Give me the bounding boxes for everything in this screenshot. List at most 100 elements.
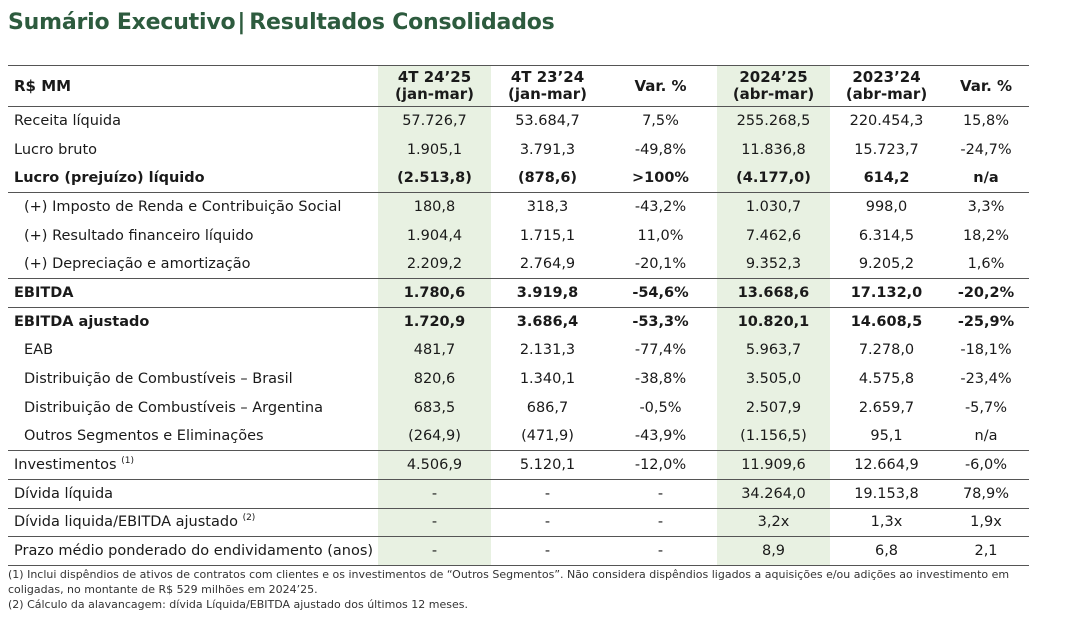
cell-4t2425: - — [378, 508, 491, 537]
header-col-4t2425-line1: 4T 24’25 — [397, 68, 472, 86]
cell-202425: 13.668,6 — [717, 278, 830, 308]
row-label: EBITDA — [8, 279, 378, 308]
cell-4t2324: 318,3 — [526, 199, 569, 216]
table-row: Distribuição de Combustíveis – Argentina… — [8, 393, 1029, 423]
cell-202425: 8,9 — [717, 536, 830, 566]
cell-var-year: -25,9% — [957, 313, 1015, 330]
row-label: Distribuição de Combustíveis – Brasil — [8, 365, 378, 394]
cell-202425: 255.268,5 — [717, 106, 830, 136]
cell-4t2324: - — [544, 514, 551, 531]
cell-202425: 9.352,3 — [717, 249, 830, 279]
cell-4t2425: 1.780,6 — [378, 278, 491, 308]
cell-202425: (4.177,0) — [717, 163, 830, 193]
row-label: EBITDA ajustado — [8, 307, 378, 336]
cell-4t2324: 1.340,1 — [519, 371, 576, 388]
row-label-text: Receita líquida — [14, 113, 122, 130]
cell-4t2425: 1.904,4 — [378, 221, 491, 250]
cell-202324: 7.278,0 — [858, 342, 915, 359]
cell-4t2425: (2.513,8) — [378, 163, 491, 193]
table-row: Lucro (prejuízo) líquido (2.513,8) (878,6)… — [8, 163, 1029, 193]
row-label: EAB — [8, 336, 378, 365]
cell-202324: 95,1 — [870, 428, 903, 445]
cell-202324: 2.659,7 — [858, 399, 915, 416]
cell-var-year: -18,1% — [960, 342, 1012, 359]
cell-4t2425: 57.726,7 — [378, 106, 491, 136]
row-label-text: Dívida liquida/EBITDA ajustado — [14, 514, 238, 531]
header-col-4t2324-line1: 4T 23’24 — [510, 68, 585, 86]
row-label-text: EAB — [24, 342, 54, 359]
row-label: (+) Imposto de Renda e Contribuição Soci… — [8, 193, 378, 222]
cell-var-year: -5,7% — [964, 399, 1008, 416]
header-col-4t2324: 4T 23’24 (jan-mar) — [491, 66, 604, 107]
row-label: Investimentos (1) — [8, 451, 378, 480]
cell-var-quarter: 11,0% — [637, 227, 684, 244]
cell-4t2324: 1.715,1 — [519, 227, 576, 244]
row-label-text: (+) Imposto de Renda e Contribuição Soci… — [24, 199, 342, 216]
header-col-4t2425: 4T 24’25 (jan-mar) — [378, 65, 491, 107]
cell-var-year: 18,2% — [962, 227, 1010, 244]
cell-202425: 10.820,1 — [717, 307, 830, 336]
row-label: Dívida líquida — [8, 479, 378, 508]
header-col-var-quarter: Var. % — [634, 76, 687, 95]
cell-202324: 19.153,8 — [854, 485, 919, 502]
cell-4t2324: 3.919,8 — [516, 284, 579, 301]
cell-4t2324: 686,7 — [526, 399, 569, 416]
header-label: R$ MM — [14, 76, 72, 95]
cell-4t2425: 2.209,2 — [378, 249, 491, 279]
cell-var-year: -23,4% — [960, 371, 1012, 388]
cell-4t2324: 2.764,9 — [519, 256, 576, 273]
cell-202324: 220.454,3 — [849, 113, 924, 130]
table-row: EAB 481,7 2.131,3 -77,4% 5.963,7 7.278,0 -18,1… — [8, 336, 1029, 365]
cell-202324: 998,0 — [865, 199, 908, 216]
title-separator: | — [237, 10, 246, 35]
row-label: Lucro (prejuízo) líquido — [8, 164, 378, 193]
table-row: Investimentos (1) 4.506,9 5.120,1 -12,0% 11.… — [8, 450, 1029, 480]
table-row: Prazo médio ponderado do endividamento (… — [8, 536, 1029, 566]
title-part1: Sumário Executivo — [8, 10, 236, 35]
cell-4t2324: (878,6) — [517, 169, 578, 186]
cell-4t2324: - — [544, 543, 551, 560]
header-col-202425-line2: (abr-mar) — [732, 85, 815, 103]
cell-var-year: 1,9x — [970, 514, 1002, 531]
cell-var-quarter: -77,4% — [634, 342, 687, 359]
cell-var-year: 1,6% — [967, 256, 1005, 273]
cell-4t2324: 53.684,7 — [515, 113, 580, 130]
header-col-202425: 2024’25 (abr-mar) — [717, 65, 830, 107]
cell-202324: 4.575,8 — [858, 371, 915, 388]
row-label: Receita líquida — [8, 107, 378, 136]
table-header-row: R$ MM 4T 24’25 (jan-mar) 4T 23’24 (jan-mar… — [8, 65, 1029, 107]
table-row: Dívida liquida/EBITDA ajustado (2) - - -3,2… — [8, 508, 1029, 537]
cell-202425: 1.030,7 — [717, 192, 830, 222]
cell-202425: 11.909,6 — [717, 450, 830, 480]
cell-202425: 3.505,0 — [717, 364, 830, 394]
cell-var-quarter: -43,2% — [634, 199, 687, 216]
cell-var-quarter: -54,6% — [632, 284, 689, 301]
footnote-ref: (2) — [242, 513, 256, 524]
footnote-1: (1) Inclui dispêndios de ativos de contr… — [8, 568, 1010, 596]
cell-202425: 5.963,7 — [717, 336, 830, 365]
cell-4t2425: (264,9) — [378, 422, 491, 451]
cell-var-quarter: -20,1% — [634, 256, 687, 273]
table-row: (+) Depreciação e amortização 2.209,2 2.76… — [8, 249, 1029, 279]
row-label-text: Lucro (prejuízo) líquido — [14, 169, 205, 186]
cell-var-quarter: - — [657, 514, 664, 531]
cell-202324: 614,2 — [863, 169, 910, 186]
cell-var-quarter: >100% — [632, 169, 689, 186]
cell-202425: 34.264,0 — [717, 479, 830, 509]
table-row: Lucro bruto 1.905,1 3.791,3 -49,8% 11.836,8 1… — [8, 135, 1029, 164]
header-col-4t2324-line2: (jan-mar) — [507, 85, 588, 103]
row-label: (+) Resultado financeiro líquido — [8, 221, 378, 250]
row-label: Prazo médio ponderado do endividamento (… — [8, 537, 378, 566]
cell-var-quarter: -12,0% — [634, 457, 687, 474]
header-col-var-year: Var. % — [959, 76, 1013, 95]
cell-var-quarter: - — [657, 543, 664, 560]
results-table: R$ MM 4T 24’25 (jan-mar) 4T 23’24 (jan-mar… — [8, 65, 1029, 566]
row-label-text: (+) Resultado financeiro líquido — [24, 227, 254, 244]
cell-var-year: 15,8% — [962, 113, 1010, 130]
table-row: Receita líquida 57.726,7 53.684,7 7,5% 255.2… — [8, 106, 1029, 136]
cell-202425: 2.507,9 — [717, 393, 830, 423]
cell-202324: 1,3x — [870, 514, 903, 531]
table-body: Receita líquida 57.726,7 53.684,7 7,5% 255.2… — [8, 106, 1029, 566]
cell-4t2324: (471,9) — [521, 428, 574, 445]
cell-4t2425: 683,5 — [378, 393, 491, 423]
